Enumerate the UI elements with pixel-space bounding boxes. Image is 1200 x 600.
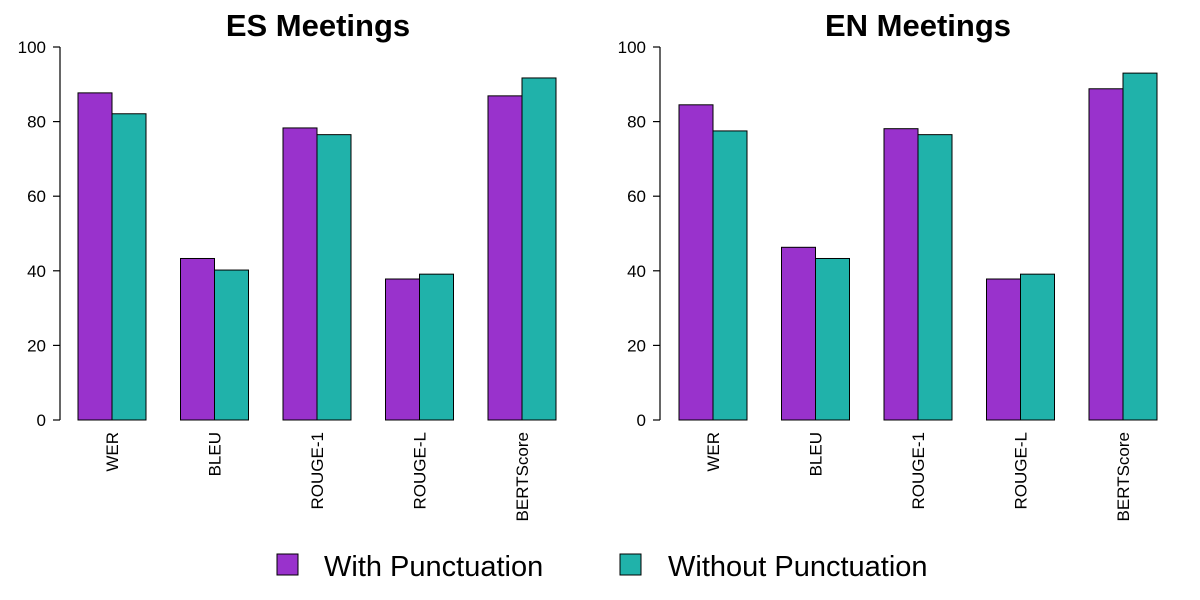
bar-rouge-l-with-punctuation	[986, 278, 1021, 421]
y-tick-label: 60	[627, 187, 646, 206]
bar-bleu-without-punctuation	[815, 257, 850, 421]
bar-bleu-with-punctuation	[781, 246, 816, 421]
x-tick-label: ROUGE-L	[1012, 432, 1031, 509]
y-tick-label: 40	[627, 262, 646, 281]
y-tick-label: 80	[27, 113, 46, 132]
bar-bertscore-with-punctuation	[1088, 88, 1124, 421]
y-tick-label: 0	[637, 411, 646, 430]
bar-rouge-l-with-punctuation	[385, 278, 420, 421]
legend-swatch-with-punctuation	[276, 553, 299, 576]
bar-bertscore-without-punctuation	[1122, 72, 1158, 421]
y-tick-label: 20	[627, 336, 646, 355]
x-tick-label: ROUGE-1	[909, 432, 928, 509]
bar-wer-without-punctuation	[712, 130, 748, 421]
y-tick-label: 100	[618, 38, 646, 57]
bar-rouge-l-without-punctuation	[1020, 273, 1055, 421]
x-tick-label: BLEU	[206, 432, 225, 476]
y-tick-label: 80	[627, 113, 646, 132]
x-tick-label: ROUGE-1	[308, 432, 327, 509]
bar-wer-with-punctuation	[678, 104, 714, 421]
x-tick-label: ROUGE-L	[411, 432, 430, 509]
x-tick-label: BERTScore	[1114, 432, 1133, 521]
bar-bleu-without-punctuation	[214, 269, 249, 421]
chart-title: EN Meetings	[825, 8, 1011, 43]
x-tick-label: BERTScore	[513, 432, 532, 521]
bar-bleu-with-punctuation	[180, 257, 215, 421]
y-tick-label: 20	[27, 336, 46, 355]
bar-bertscore-without-punctuation	[521, 77, 557, 421]
x-tick-label: BLEU	[807, 432, 826, 476]
bar-wer-with-punctuation	[77, 92, 113, 421]
legend-swatch-without-punctuation	[619, 553, 642, 576]
bar-rouge-1-with-punctuation	[883, 128, 919, 421]
bar-rouge-l-without-punctuation	[419, 273, 454, 421]
y-tick-label: 0	[37, 411, 46, 430]
chart-title: ES Meetings	[226, 8, 410, 43]
bar-bertscore-with-punctuation	[487, 95, 523, 421]
x-tick-label: WER	[704, 432, 723, 472]
bar-rouge-1-without-punctuation	[917, 134, 953, 421]
legend-label-without-punctuation: Without Punctuation	[668, 551, 928, 583]
legend-label-with-punctuation: With Punctuation	[324, 551, 543, 583]
bar-wer-without-punctuation	[111, 113, 147, 421]
legend: With Punctuation Without Punctuation	[276, 551, 928, 583]
bar-rouge-1-with-punctuation	[282, 127, 318, 421]
y-tick-label: 100	[18, 38, 46, 57]
bar-rouge-1-without-punctuation	[316, 134, 352, 421]
en-meetings-chart: EN Meetings 0 20 40 60 80 100 WER BLEU ROUGE-1 RO…	[618, 8, 1158, 521]
y-tick-label: 60	[27, 187, 46, 206]
x-tick-label: WER	[103, 432, 122, 472]
es-meetings-chart: ES Meetings 0 20 40 60 80 100 WER BLEU ROUGE-1 RO…	[18, 8, 557, 521]
y-tick-label: 40	[27, 262, 46, 281]
